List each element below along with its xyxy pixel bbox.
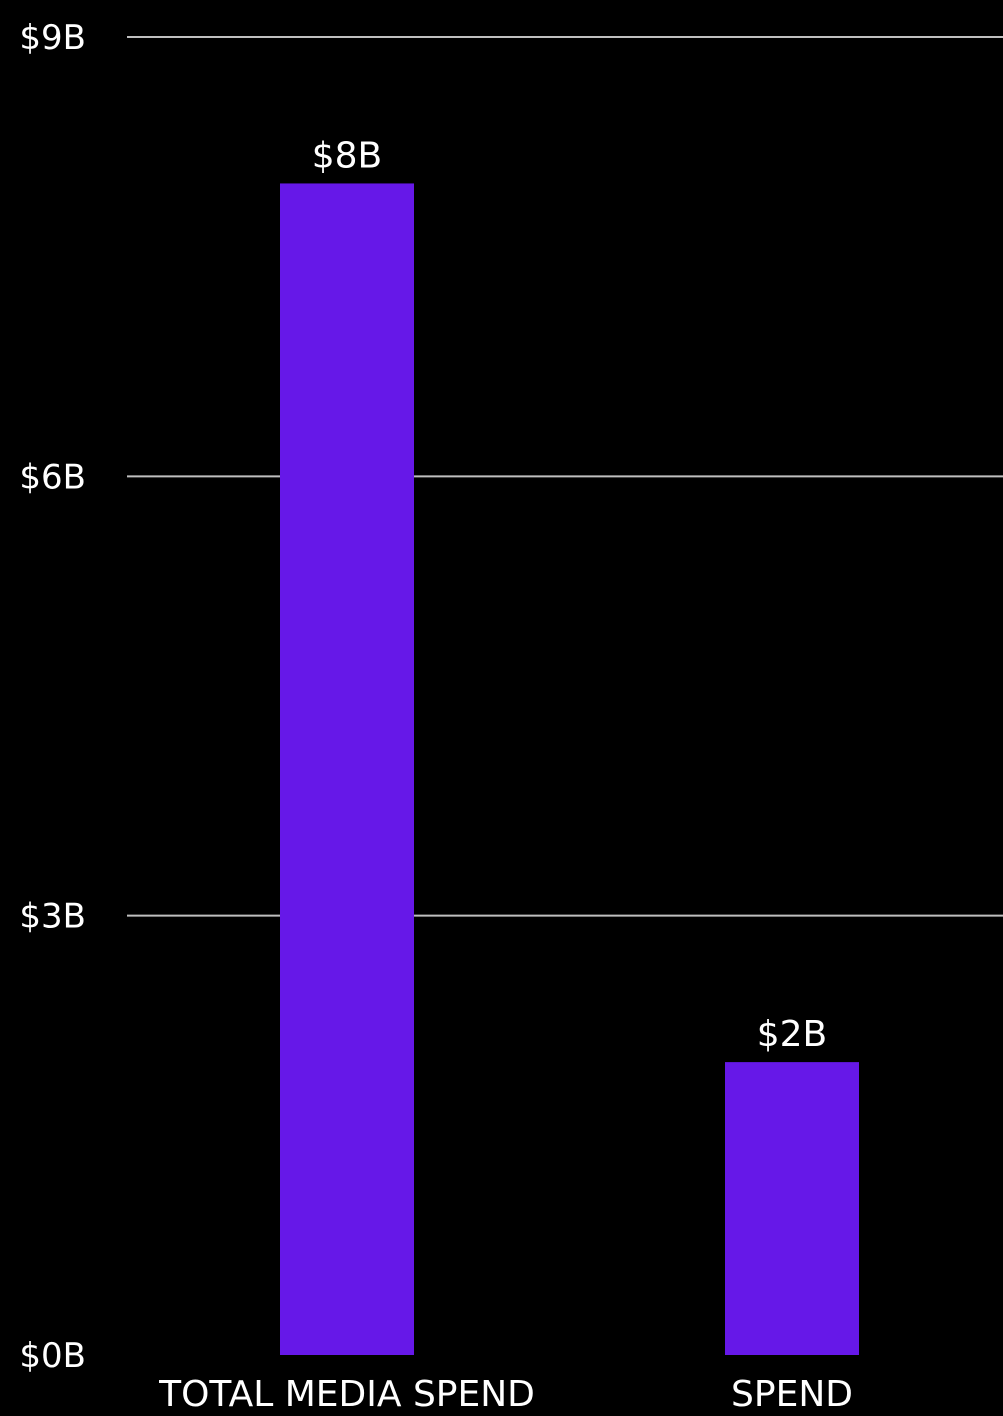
bar <box>280 183 414 1355</box>
y-tick-label: $3B <box>19 897 86 937</box>
y-tick-label: $9B <box>19 18 86 58</box>
bar-value-label: $8B <box>312 135 383 176</box>
y-tick-label: $6B <box>19 457 86 497</box>
bar <box>725 1062 859 1355</box>
bar-value-label: $2B <box>757 1014 828 1055</box>
x-axis-categories: TOTAL MEDIA SPEND SPEND <box>158 1374 853 1415</box>
y-tick-label: $0B <box>19 1336 86 1376</box>
category-label: TOTAL MEDIA SPEND <box>158 1374 535 1415</box>
bars <box>280 183 859 1355</box>
gridlines <box>127 36 1003 917</box>
data-labels: $8B $2B <box>312 135 828 1055</box>
y-axis-ticks: $0B $3B $6B $9B <box>19 18 86 1376</box>
category-label: SPEND <box>731 1374 853 1415</box>
